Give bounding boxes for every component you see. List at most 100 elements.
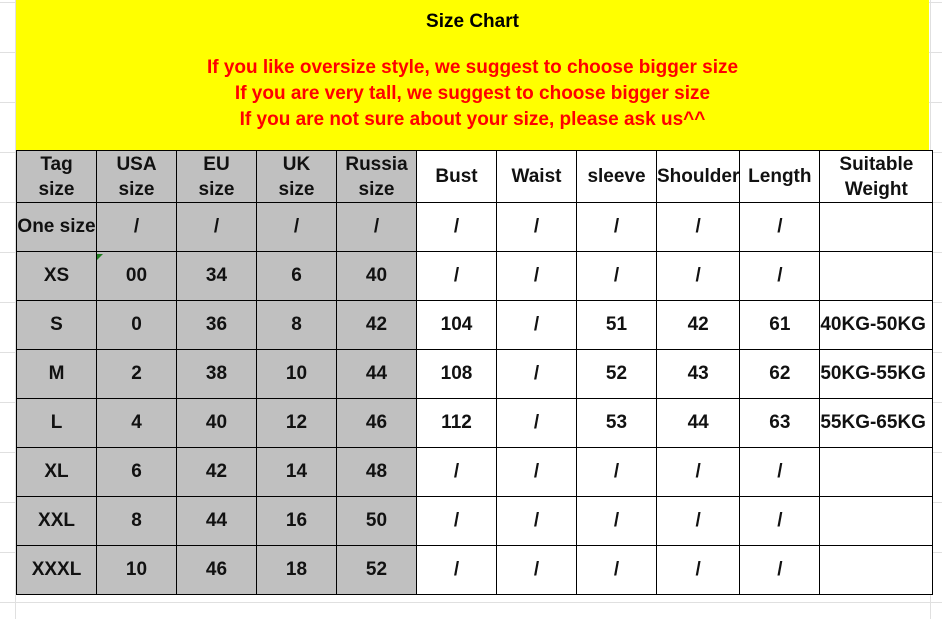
table-cell[interactable]: / <box>739 251 821 301</box>
table-cell[interactable]: / <box>496 545 577 595</box>
table-cell[interactable]: XXL <box>16 496 97 546</box>
table-cell[interactable]: 51 <box>576 300 657 350</box>
table-cell[interactable]: 34 <box>176 251 257 301</box>
table-cell[interactable]: / <box>496 349 577 399</box>
table-cell[interactable]: 2 <box>96 349 177 399</box>
column-header[interactable]: Suitable Weight <box>819 150 934 203</box>
table-cell[interactable]: / <box>739 447 821 497</box>
table-cell[interactable] <box>819 496 934 546</box>
table-cell[interactable]: 18 <box>256 545 337 595</box>
table-cell[interactable]: 104 <box>416 300 497 350</box>
column-header[interactable]: Waist <box>496 150 577 203</box>
table-cell[interactable]: XL <box>16 447 97 497</box>
table-cell[interactable]: 43 <box>655 349 741 399</box>
table-cell[interactable]: / <box>739 545 821 595</box>
table-cell[interactable]: / <box>256 202 337 252</box>
table-cell[interactable]: 40 <box>336 251 417 301</box>
table-cell[interactable]: / <box>576 496 657 546</box>
table-cell[interactable]: 6 <box>96 447 177 497</box>
table-cell[interactable]: 46 <box>336 398 417 448</box>
table-cell[interactable]: 40 <box>176 398 257 448</box>
table-cell[interactable]: / <box>336 202 417 252</box>
table-cell[interactable]: 108 <box>416 349 497 399</box>
column-header[interactable]: Russia size <box>336 150 417 203</box>
table-cell[interactable] <box>819 447 934 497</box>
table-cell[interactable]: 52 <box>576 349 657 399</box>
table-cell[interactable]: 63 <box>739 398 821 448</box>
table-cell[interactable]: 10 <box>256 349 337 399</box>
table-cell[interactable]: / <box>416 545 497 595</box>
table-cell[interactable]: 4 <box>96 398 177 448</box>
table-cell[interactable] <box>819 545 934 595</box>
table-cell[interactable]: / <box>496 447 577 497</box>
table-cell[interactable] <box>819 202 934 252</box>
table-cell[interactable]: 62 <box>739 349 821 399</box>
table-cell[interactable]: 50KG-55KG <box>819 349 934 399</box>
table-cell[interactable]: / <box>96 202 177 252</box>
table-cell[interactable]: 36 <box>176 300 257 350</box>
table-cell[interactable]: / <box>655 545 741 595</box>
table-cell[interactable]: / <box>496 300 577 350</box>
table-cell[interactable]: 42 <box>176 447 257 497</box>
table-cell[interactable]: / <box>655 496 741 546</box>
table-cell[interactable]: 42 <box>655 300 741 350</box>
table-cell[interactable]: S <box>16 300 97 350</box>
table-cell[interactable]: / <box>739 496 821 546</box>
column-header[interactable]: UK size <box>256 150 337 203</box>
table-cell[interactable]: 112 <box>416 398 497 448</box>
table-cell[interactable]: / <box>496 251 577 301</box>
table-cell[interactable]: / <box>576 251 657 301</box>
size-chart-banner[interactable]: Size Chart If you like oversize style, w… <box>16 0 929 150</box>
table-cell[interactable]: XXXL <box>16 545 97 595</box>
table-cell[interactable]: / <box>416 202 497 252</box>
table-cell[interactable]: / <box>496 202 577 252</box>
table-cell[interactable]: 61 <box>739 300 821 350</box>
table-cell[interactable]: / <box>416 496 497 546</box>
table-cell[interactable]: / <box>496 398 577 448</box>
table-cell[interactable]: 8 <box>96 496 177 546</box>
table-cell[interactable]: 44 <box>336 349 417 399</box>
table-cell[interactable]: 00 <box>96 251 177 301</box>
table-cell[interactable]: L <box>16 398 97 448</box>
table-cell[interactable]: 40KG-50KG <box>819 300 934 350</box>
table-cell[interactable]: 48 <box>336 447 417 497</box>
table-cell[interactable]: 44 <box>655 398 741 448</box>
table-cell[interactable]: / <box>496 496 577 546</box>
table-cell[interactable]: / <box>655 202 741 252</box>
column-header[interactable]: sleeve <box>576 150 657 203</box>
column-header[interactable]: USA size <box>96 150 177 203</box>
table-cell[interactable]: / <box>655 251 741 301</box>
table-cell[interactable]: / <box>176 202 257 252</box>
table-cell[interactable]: / <box>416 447 497 497</box>
table-cell[interactable]: / <box>416 251 497 301</box>
column-header[interactable]: Length <box>739 150 821 203</box>
table-cell[interactable]: 10 <box>96 545 177 595</box>
table-cell[interactable]: 6 <box>256 251 337 301</box>
table-cell[interactable]: / <box>576 202 657 252</box>
column-header[interactable]: Shoulder <box>655 150 741 203</box>
table-cell[interactable]: / <box>576 545 657 595</box>
column-header[interactable]: Tag size <box>16 150 97 203</box>
table-cell[interactable]: 0 <box>96 300 177 350</box>
table-cell[interactable]: One size <box>16 202 97 252</box>
table-cell[interactable]: 53 <box>576 398 657 448</box>
table-cell[interactable]: 8 <box>256 300 337 350</box>
column-header[interactable]: EU size <box>176 150 257 203</box>
table-cell[interactable]: 55KG-65KG <box>819 398 934 448</box>
table-cell[interactable]: / <box>655 447 741 497</box>
table-cell[interactable]: 44 <box>176 496 257 546</box>
table-cell[interactable]: 16 <box>256 496 337 546</box>
table-cell[interactable]: 14 <box>256 447 337 497</box>
table-cell[interactable]: 50 <box>336 496 417 546</box>
table-cell[interactable] <box>819 251 934 301</box>
table-cell[interactable]: 46 <box>176 545 257 595</box>
table-cell[interactable]: 52 <box>336 545 417 595</box>
table-cell[interactable]: 42 <box>336 300 417 350</box>
table-cell[interactable]: / <box>576 447 657 497</box>
table-cell[interactable]: XS <box>16 251 97 301</box>
table-cell[interactable]: M <box>16 349 97 399</box>
table-cell[interactable]: 38 <box>176 349 257 399</box>
table-cell[interactable]: 12 <box>256 398 337 448</box>
column-header[interactable]: Bust <box>416 150 497 203</box>
table-cell[interactable]: / <box>739 202 821 252</box>
